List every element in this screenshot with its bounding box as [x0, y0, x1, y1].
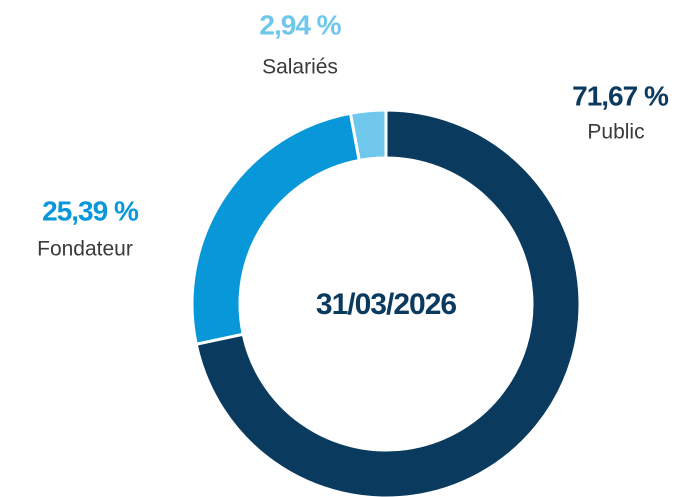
value-label: 25,39 %	[42, 195, 139, 226]
value-label: 2,94 %	[259, 9, 341, 40]
donut-segment	[190, 111, 361, 347]
value-label: 71,67 %	[572, 80, 669, 111]
category-label: Fondateur	[37, 238, 133, 261]
category-label: Salariés	[262, 56, 338, 79]
category-label: Public	[587, 121, 644, 144]
center-label: 31/03/2026	[316, 288, 456, 321]
donut-segment	[194, 108, 582, 497]
